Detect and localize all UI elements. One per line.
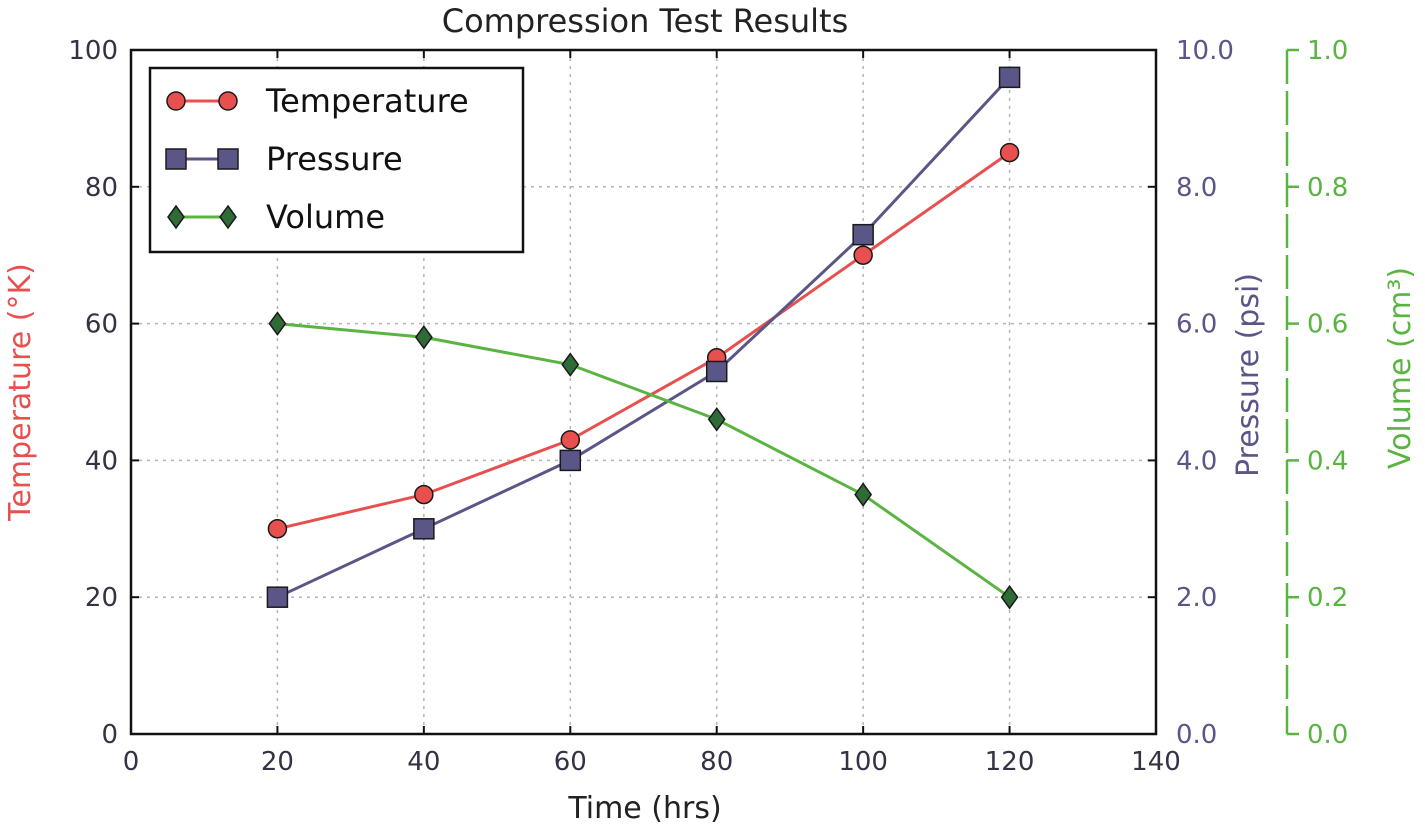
volume-tick-label: 0.4 xyxy=(1307,446,1348,476)
x-tick-label: 100 xyxy=(838,747,888,777)
x-tick-label: 40 xyxy=(407,747,440,777)
legend-label: Volume xyxy=(266,198,385,236)
chart-title: Compression Test Results xyxy=(442,2,849,40)
x-tick-label: 0 xyxy=(123,747,140,777)
temperature-point xyxy=(560,430,581,450)
x-tick-label: 60 xyxy=(554,747,587,777)
volume-point xyxy=(561,352,580,377)
volume-axis: 0.0 0.2 0.4 0.6 0.8 1.0 xyxy=(1285,36,1348,750)
pressure-axis: 0.0 2.0 4.0 6.0 8.0 10.0 xyxy=(1148,36,1234,750)
series-temperature xyxy=(267,142,1020,539)
temperature-axis-label: Temperature (°K) xyxy=(3,263,38,522)
temperature-tick-label: 100 xyxy=(68,36,118,66)
x-tick-label: 140 xyxy=(1131,747,1181,777)
volume-point xyxy=(854,482,873,507)
volume-tick-label: 0.6 xyxy=(1307,310,1348,340)
legend-entry-temperature: Temperature xyxy=(166,82,469,120)
temperature-tick-label: 20 xyxy=(85,583,118,613)
temperature-tick-label: 40 xyxy=(85,446,118,476)
pressure-point xyxy=(266,586,289,608)
x-axis: 0 20 40 60 80 100 120 140 xyxy=(123,50,1181,777)
volume-tick-label: 1.0 xyxy=(1307,36,1348,66)
legend-entry-volume: Volume xyxy=(167,198,385,236)
temperature-tick-label: 0 xyxy=(101,720,118,750)
temperature-point xyxy=(999,142,1020,163)
legend-label: Pressure xyxy=(266,140,403,178)
temperature-point xyxy=(414,484,434,505)
plot-frame xyxy=(129,48,1158,736)
legend-marker xyxy=(219,204,237,230)
pressure-point xyxy=(559,449,582,472)
volume-point xyxy=(1000,584,1019,610)
x-tick-label: 20 xyxy=(261,747,294,777)
pressure-point xyxy=(413,518,435,540)
pressure-tick-label: 6.0 xyxy=(1176,310,1217,340)
volume-point xyxy=(707,407,726,432)
pressure-tick-label: 10.0 xyxy=(1176,36,1234,66)
temperature-tick-label: 80 xyxy=(85,173,118,203)
legend-entry-pressure: Pressure xyxy=(165,140,403,178)
legend-marker xyxy=(217,148,239,170)
temperature-point xyxy=(267,519,288,539)
volume-tick-label: 0.8 xyxy=(1307,173,1348,203)
temperature-line xyxy=(277,151,1011,531)
legend-marker xyxy=(167,204,185,230)
series-volume xyxy=(268,311,1019,610)
pressure-line xyxy=(276,76,1011,599)
volume-point xyxy=(268,311,287,336)
temperature-tick-label: 60 xyxy=(85,310,118,340)
pressure-point xyxy=(852,223,874,246)
pressure-axis-label: Pressure (psi) xyxy=(1231,273,1266,477)
pressure-tick-label: 8.0 xyxy=(1176,173,1217,203)
pressure-point xyxy=(705,360,728,383)
pressure-tick-label: 4.0 xyxy=(1176,446,1217,476)
legend-label: Temperature xyxy=(265,82,469,120)
x-tick-label: 120 xyxy=(985,747,1035,777)
pressure-tick-label: 2.0 xyxy=(1176,583,1217,613)
series-pressure xyxy=(266,66,1021,608)
temperature-point xyxy=(853,245,873,265)
legend-marker xyxy=(166,91,186,111)
volume-line xyxy=(277,322,1011,599)
volume-point xyxy=(414,325,433,350)
legend-marker xyxy=(165,148,187,170)
volume-axis-label: Volume (cm³) xyxy=(1383,267,1418,469)
pressure-point xyxy=(998,66,1021,89)
volume-tick-label: 0.2 xyxy=(1307,583,1348,613)
legend-marker xyxy=(218,91,238,111)
pressure-tick-label: 0.0 xyxy=(1176,720,1217,750)
series-layer xyxy=(266,66,1021,610)
temperature-axis: 0 20 40 60 80 100 xyxy=(68,36,139,750)
x-tick-label: 80 xyxy=(700,747,733,777)
x-axis-label: Time (hrs) xyxy=(567,791,721,826)
volume-tick-label: 0.0 xyxy=(1307,720,1348,750)
legend: Temperature Pressure Volume xyxy=(148,66,525,254)
